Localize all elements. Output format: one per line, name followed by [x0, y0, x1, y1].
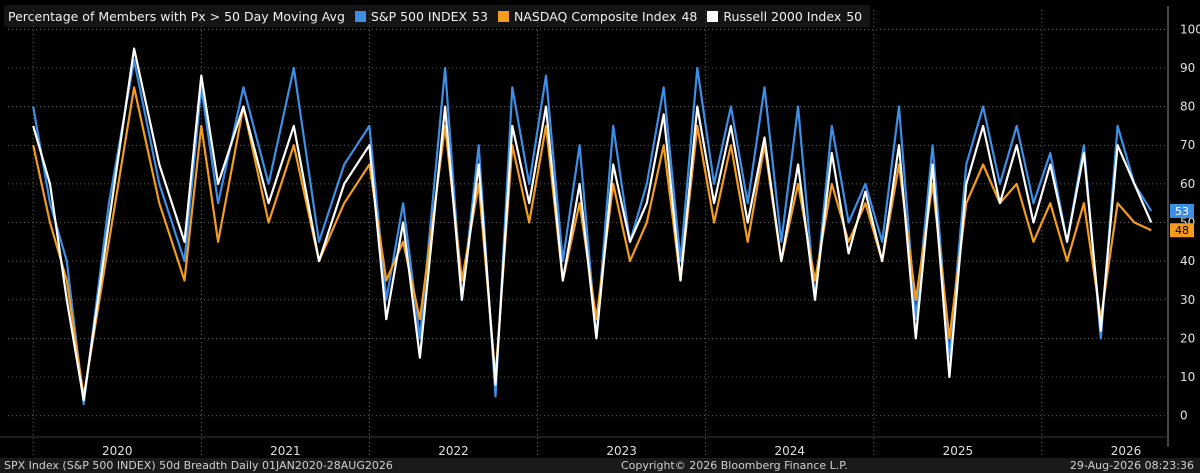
x-tick-label: 2020: [102, 444, 133, 458]
y-tick-label: 0: [1180, 409, 1188, 423]
y-tick-label: 60: [1180, 177, 1195, 191]
legend-value-russell: 50: [846, 8, 863, 24]
x-tick-label: 2023: [606, 444, 637, 458]
legend-swatch-russell: [707, 10, 719, 22]
chart-legend: Percentage of Members with Px > 50 Day M…: [4, 5, 871, 27]
series-line-spx: [32, 59, 1153, 406]
last-value-text-nasdaq: 48: [1175, 224, 1189, 237]
y-tick-label: 30: [1180, 293, 1195, 307]
legend-value-spx: 53: [472, 8, 488, 24]
legend-value-nasdaq: 48: [681, 8, 698, 24]
chart-title: Percentage of Members with Px > 50 Day M…: [8, 8, 345, 24]
y-tick-label: 90: [1180, 61, 1195, 75]
y-tick-label: 20: [1180, 331, 1195, 345]
last-value-tag-nasdaq: [1170, 223, 1194, 238]
series-line-russell: [32, 47, 1153, 402]
y-tick-label: 10: [1180, 370, 1195, 384]
plot-area: 0 10 20 30 40 50 60 70 80 90 100 2020 2021 2022 2023 20…: [0, 6, 1200, 458]
y-tick-label: 40: [1180, 254, 1195, 268]
y-tick-label: 80: [1180, 100, 1195, 114]
footer-source: SPX Index (S&P 500 INDEX) 50d Breadth Da…: [4, 459, 393, 472]
legend-label-nasdaq: NASDAQ Composite Index: [513, 8, 677, 24]
y-tick-label: 70: [1180, 138, 1195, 152]
legend-swatch-nasdaq: [497, 10, 509, 22]
legend-swatch-spx: [354, 10, 366, 22]
last-value-text-spx: 53: [1175, 205, 1189, 218]
x-tick-label: 2025: [943, 444, 974, 458]
x-tick-label: 2022: [438, 444, 469, 458]
footer-copyright: Copyright© 2026 Bloomberg Finance L.P.: [621, 459, 848, 472]
x-tick-label: 2024: [774, 444, 805, 458]
legend-item-nasdaq: NASDAQ Composite Index 48: [497, 8, 698, 24]
legend-label-russell: Russell 2000 Index: [723, 8, 842, 24]
legend-item-spx: S&P 500 INDEX 53: [354, 8, 488, 24]
chart-footer: SPX Index (S&P 500 INDEX) 50d Breadth Da…: [0, 458, 1200, 473]
y-tick-label: 100: [1180, 22, 1200, 36]
last-value-tag-spx: [1170, 203, 1194, 218]
legend-label-spx: S&P 500 INDEX: [370, 8, 468, 24]
x-tick-label: 2026: [1111, 444, 1142, 458]
footer-timestamp: 29-Aug-2026 08:23:36: [1069, 459, 1194, 472]
x-tick-label: 2021: [270, 444, 301, 458]
legend-item-russell: Russell 2000 Index 50: [707, 9, 862, 24]
